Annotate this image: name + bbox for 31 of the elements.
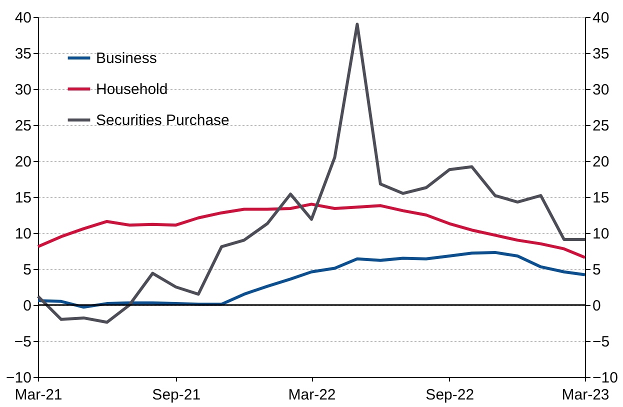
y2-tick-label: 0 bbox=[592, 298, 601, 314]
x-tick-label: Sep-21 bbox=[152, 386, 201, 404]
y-tick-label: 0 bbox=[23, 298, 32, 314]
y-tick-label: 15 bbox=[14, 190, 32, 206]
y2-tick-label: 35 bbox=[592, 46, 610, 62]
legend-label: Securities Purchase bbox=[96, 112, 230, 129]
y-tick-label: 40 bbox=[14, 10, 32, 26]
x-tick-label: Mar-23 bbox=[562, 386, 610, 404]
y2-tick-label: 20 bbox=[592, 154, 610, 170]
y2-tick-label: 10 bbox=[592, 226, 610, 242]
y-tick-label: −10 bbox=[6, 370, 32, 386]
y-tick-label: 35 bbox=[14, 46, 32, 62]
x-tick-label: Mar-21 bbox=[14, 386, 62, 404]
y-tick-label: −5 bbox=[14, 334, 32, 350]
y-tick-label: 5 bbox=[23, 262, 32, 278]
y-tick-label: 25 bbox=[14, 118, 32, 134]
y-tick-label: 10 bbox=[14, 226, 32, 242]
y2-tick-label: −5 bbox=[592, 334, 610, 350]
y-tick-label: 20 bbox=[14, 154, 32, 170]
line-series bbox=[36, 202, 586, 259]
y2-tick-label: 15 bbox=[592, 190, 610, 206]
x-tick-label: Mar-22 bbox=[288, 386, 336, 404]
y2-tick-label: 40 bbox=[592, 10, 610, 26]
y2-tick-label: 30 bbox=[592, 82, 610, 98]
y2-tick-label: 25 bbox=[592, 118, 610, 134]
y2-tick-label: −10 bbox=[592, 370, 618, 386]
x-tick-label: Sep-22 bbox=[426, 386, 474, 404]
legend-label: Household bbox=[96, 81, 168, 98]
y2-tick-label: 5 bbox=[592, 262, 601, 278]
legend-label: Business bbox=[96, 50, 157, 67]
y-tick-label: 30 bbox=[14, 82, 32, 98]
